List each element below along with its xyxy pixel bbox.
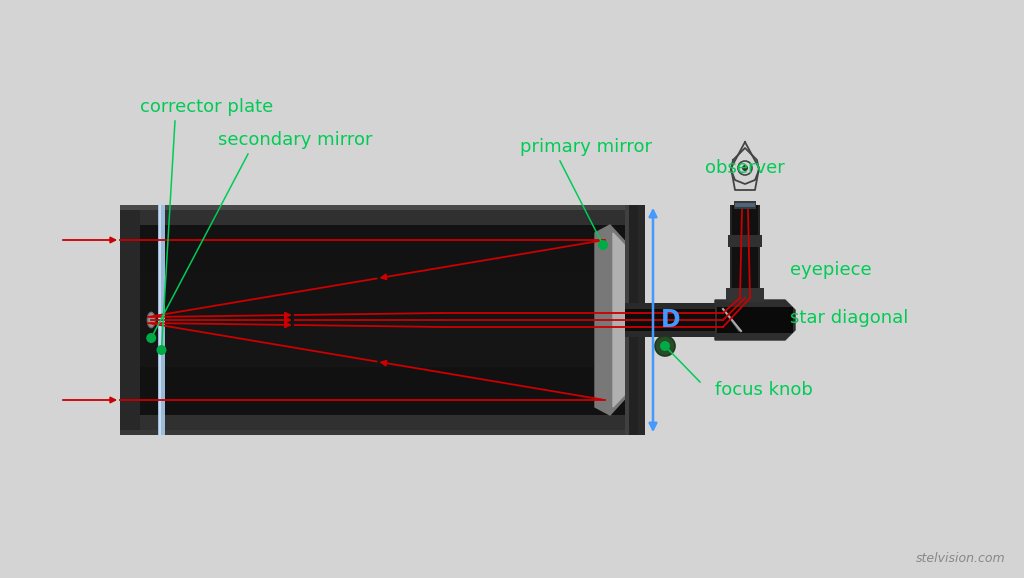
Bar — [140, 272, 625, 319]
Bar — [159, 205, 161, 435]
Bar — [726, 288, 764, 302]
Text: focus knob: focus knob — [715, 381, 813, 399]
Bar — [120, 205, 140, 435]
Bar — [730, 205, 760, 300]
Bar — [120, 430, 645, 435]
Bar — [735, 203, 755, 207]
Text: stelvision.com: stelvision.com — [915, 551, 1005, 565]
Polygon shape — [723, 309, 741, 331]
Bar — [732, 205, 758, 300]
Bar — [625, 303, 715, 337]
Circle shape — [157, 345, 167, 355]
Circle shape — [598, 240, 608, 250]
Text: eyepiece: eyepiece — [790, 261, 871, 279]
Bar — [717, 307, 793, 333]
Bar — [628, 205, 638, 435]
Text: observer: observer — [705, 159, 784, 177]
Ellipse shape — [147, 312, 156, 328]
Text: star diagonal: star diagonal — [790, 309, 908, 327]
Bar — [625, 309, 715, 331]
Bar — [625, 205, 645, 435]
Text: primary mirror: primary mirror — [520, 138, 652, 156]
Bar — [734, 201, 756, 209]
Bar — [140, 320, 625, 367]
Bar — [140, 225, 625, 415]
Text: corrector plate: corrector plate — [140, 98, 273, 116]
Bar — [158, 205, 165, 435]
Circle shape — [655, 336, 675, 356]
Text: D: D — [662, 308, 681, 332]
Bar — [140, 225, 625, 272]
Polygon shape — [613, 233, 628, 407]
Polygon shape — [595, 225, 630, 415]
Polygon shape — [715, 300, 795, 340]
Bar — [120, 205, 645, 225]
Bar — [625, 205, 629, 435]
Bar — [120, 205, 645, 210]
Circle shape — [742, 165, 748, 171]
Bar — [728, 235, 762, 247]
Bar — [120, 415, 645, 435]
Circle shape — [660, 341, 670, 351]
Text: secondary mirror: secondary mirror — [218, 131, 373, 149]
Circle shape — [146, 333, 157, 343]
Bar — [625, 205, 645, 435]
